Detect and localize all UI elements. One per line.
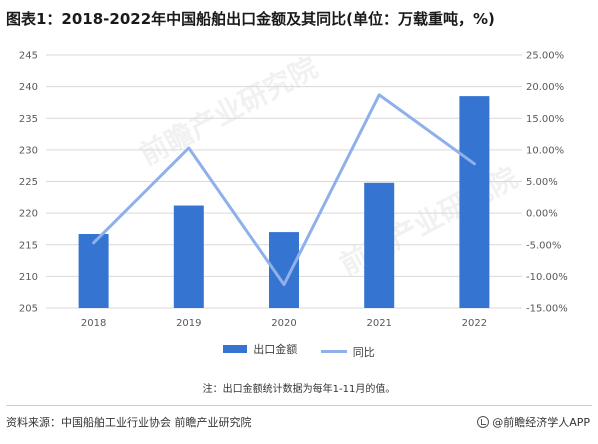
bar — [459, 96, 490, 308]
legend-item-bar: 出口金额 — [223, 341, 297, 357]
right-tick-label: 10.00% — [526, 145, 564, 156]
right-tick-label: 15.00% — [526, 114, 564, 125]
bar — [78, 233, 109, 308]
x-axis-ticks: 2018 2019 2020 2021 2022 — [81, 318, 487, 329]
right-tick-label: -5.00% — [526, 240, 561, 251]
legend-item-line: 同比 — [320, 344, 375, 360]
source-text: 资料来源：中国船舶工业行业协会 前瞻产业研究院 — [6, 416, 252, 429]
x-tick-label: 2021 — [366, 318, 391, 329]
left-tick-label: 240 — [19, 82, 38, 93]
right-tick-label: 20.00% — [526, 82, 564, 93]
bar-series — [78, 96, 490, 308]
left-tick-label: 210 — [19, 272, 38, 283]
legend-swatch-line — [320, 350, 347, 353]
chart-note: 注：出口金额统计数据为每年1-11月的值。 — [202, 384, 396, 395]
brand-label: @前瞻经济学人APP — [492, 416, 590, 429]
left-tick-label: 205 — [19, 304, 38, 315]
right-tick-label: 5.00% — [526, 177, 558, 188]
left-axis-ticks: 205 210 215 220 225 230 235 240 245 — [19, 51, 38, 315]
left-tick-label: 245 — [19, 51, 38, 62]
legend-label-line: 同比 — [352, 345, 375, 359]
bar — [364, 182, 395, 308]
right-tick-label: 25.00% — [526, 51, 564, 62]
x-tick-label: 2022 — [462, 318, 487, 329]
legend: 出口金额 同比 — [0, 341, 598, 360]
line-path — [92, 93, 476, 287]
right-tick-label: -10.00% — [526, 272, 568, 283]
chart-title: 图表1：2018-2022年中国船舶出口金额及其同比(单位：万载重吨，%) — [6, 10, 495, 28]
divider — [6, 405, 592, 406]
left-tick-label: 230 — [19, 145, 38, 156]
bar — [173, 205, 204, 308]
x-tick-label: 2018 — [81, 318, 106, 329]
right-tick-label: -15.00% — [526, 304, 568, 315]
right-tick-label: 0.00% — [526, 209, 558, 220]
x-tick-label: 2020 — [271, 318, 296, 329]
line-series — [92, 93, 476, 287]
brand-icon — [477, 416, 490, 428]
left-tick-label: 220 — [19, 209, 38, 220]
x-tick-label: 2019 — [176, 318, 201, 329]
left-tick-label: 215 — [19, 240, 38, 251]
left-tick-label: 235 — [19, 114, 38, 125]
right-axis-ticks: -15.00% -10.00% -5.00% 0.00% 5.00% 10.00% 15.0… — [526, 51, 568, 315]
legend-label-bar: 出口金额 — [253, 343, 298, 356]
brand: @前瞻经济学人APP — [477, 414, 590, 430]
left-tick-label: 225 — [19, 177, 38, 188]
legend-swatch-bar — [223, 345, 248, 353]
